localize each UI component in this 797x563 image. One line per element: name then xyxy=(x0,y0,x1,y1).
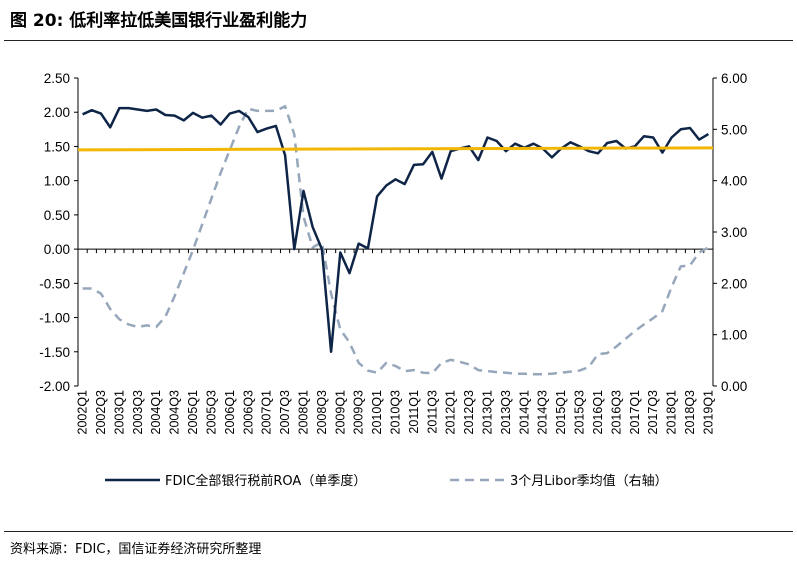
x-tick-label: 2014Q3 xyxy=(536,390,550,435)
x-tick-label: 2003Q1 xyxy=(112,390,126,435)
x-tick-label: 2015Q3 xyxy=(573,390,587,435)
source-rule xyxy=(4,531,793,532)
source-note: 资料来源：FDIC，国信证券经济研究所整理 xyxy=(10,542,262,557)
x-tick-label: 2011Q1 xyxy=(407,390,421,434)
x-tick-label: 2002Q3 xyxy=(94,390,108,435)
x-tick-label: 2009Q1 xyxy=(333,390,347,435)
x-tick-label: 2019Q1 xyxy=(701,390,715,435)
x-tick-label: 2016Q3 xyxy=(609,390,623,435)
left-tick-label: 2.00 xyxy=(44,105,70,120)
x-tick-label: 2005Q1 xyxy=(186,390,200,435)
x-tick-label: 2004Q1 xyxy=(149,390,163,435)
x-tick-label: 2010Q3 xyxy=(389,390,403,435)
x-tick-label: 2018Q1 xyxy=(665,390,679,435)
x-tick-label: 2007Q1 xyxy=(260,390,274,435)
x-tick-label: 2006Q3 xyxy=(241,390,255,435)
left-tick-label: 2.50 xyxy=(44,71,70,86)
right-tick-label: 3.00 xyxy=(721,225,747,240)
left-tick-label: 0.00 xyxy=(44,242,70,257)
x-tick-label: 2008Q3 xyxy=(315,390,329,435)
left-tick-label: -2.00 xyxy=(39,379,70,394)
roa-series-line xyxy=(82,106,710,354)
chart-legend: FDIC全部银行税前ROA（单季度） 3个月Libor季均值（右轴） xyxy=(105,473,668,489)
left-tick-label: -1.50 xyxy=(39,345,70,360)
x-tick-label: 2017Q1 xyxy=(628,390,642,435)
x-tick-label: 2018Q3 xyxy=(683,390,697,435)
x-tick-label: 2017Q3 xyxy=(646,390,660,435)
right-tick-label: 2.00 xyxy=(721,276,747,291)
trend-reference-line xyxy=(77,146,714,152)
left-tick-label: 1.00 xyxy=(44,174,70,189)
right-tick-label: 1.00 xyxy=(721,328,747,343)
x-tick-label: 2007Q3 xyxy=(278,390,292,435)
right-tick-label: 0.00 xyxy=(721,379,747,394)
x-tick-label: 2004Q3 xyxy=(168,390,182,435)
left-tick-label: 1.50 xyxy=(44,139,70,154)
left-tick-label: -1.00 xyxy=(39,311,70,326)
right-tick-label: 5.00 xyxy=(721,122,747,137)
libor-series-line xyxy=(82,104,710,376)
x-tick-label: 2013Q3 xyxy=(499,390,513,435)
chart-axes: 2.50 2.00 1.50 1.00 0.50 0.00 -0.50 -1.00 -1.50 -… xyxy=(39,71,747,434)
right-tick-label: 6.00 xyxy=(721,71,747,86)
x-tick-label: 2014Q1 xyxy=(517,390,531,435)
x-tick-label: 2011Q3 xyxy=(425,390,439,434)
figure-title: 图 20: 低利率拉低美国银行业盈利能力 xyxy=(10,11,308,31)
x-tick-label: 2008Q1 xyxy=(296,390,310,435)
x-tick-label: 2012Q3 xyxy=(462,390,476,435)
x-tick-label: 2015Q1 xyxy=(554,390,568,435)
left-tick-label: 0.50 xyxy=(44,208,70,223)
series-layer xyxy=(77,104,714,376)
x-tick-label: 2006Q1 xyxy=(223,390,237,435)
x-tick-label: 2005Q3 xyxy=(204,390,218,435)
x-tick-label: 2002Q1 xyxy=(76,390,90,435)
legend-libor-label: 3个月Libor季均值（右轴） xyxy=(510,473,668,489)
x-tick-label: 2013Q1 xyxy=(481,390,495,435)
legend-roa-label: FDIC全部银行税前ROA（单季度） xyxy=(165,473,366,489)
left-tick-label: -0.50 xyxy=(39,276,70,291)
x-tick-label: 2016Q1 xyxy=(591,390,605,435)
x-tick-label: 2010Q1 xyxy=(370,390,384,435)
x-tick-label: 2009Q3 xyxy=(352,390,366,435)
x-tick-label: 2012Q1 xyxy=(444,390,458,435)
title-rule xyxy=(4,40,793,41)
right-tick-label: 4.00 xyxy=(721,174,747,189)
x-tick-label: 2003Q3 xyxy=(131,390,145,435)
